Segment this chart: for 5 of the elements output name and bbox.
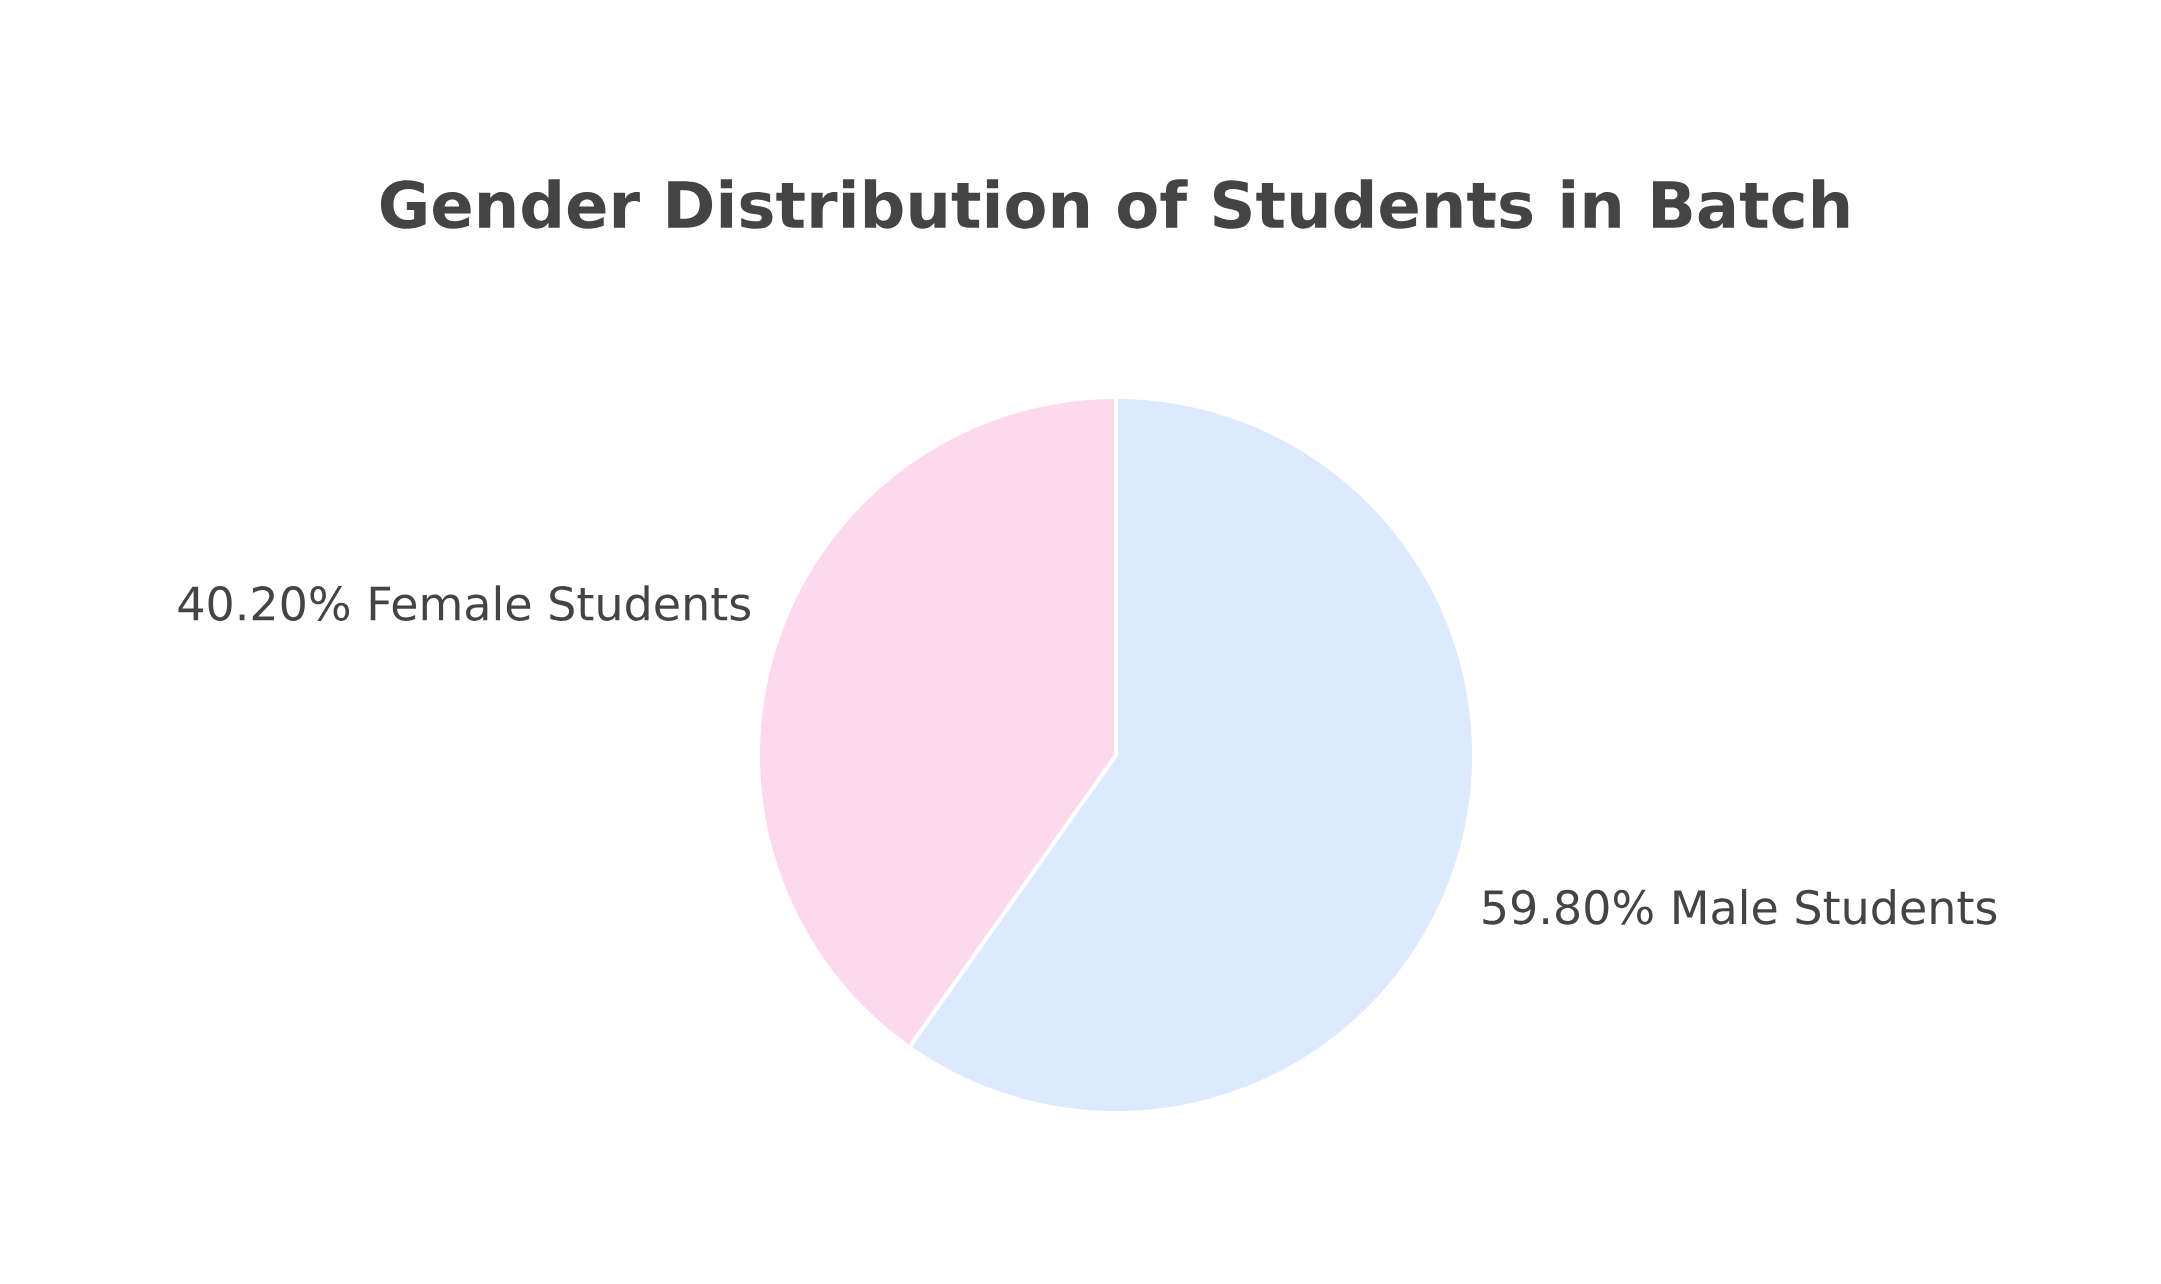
data-label: 59.80% xyxy=(1483,889,1653,925)
data-label: 40.20% xyxy=(178,586,350,621)
chart-title: Gender Distribution of Students in Batch xyxy=(380,179,1849,229)
slice-label: Male Students xyxy=(1674,889,1997,925)
slice-label: Female Students xyxy=(370,585,750,621)
